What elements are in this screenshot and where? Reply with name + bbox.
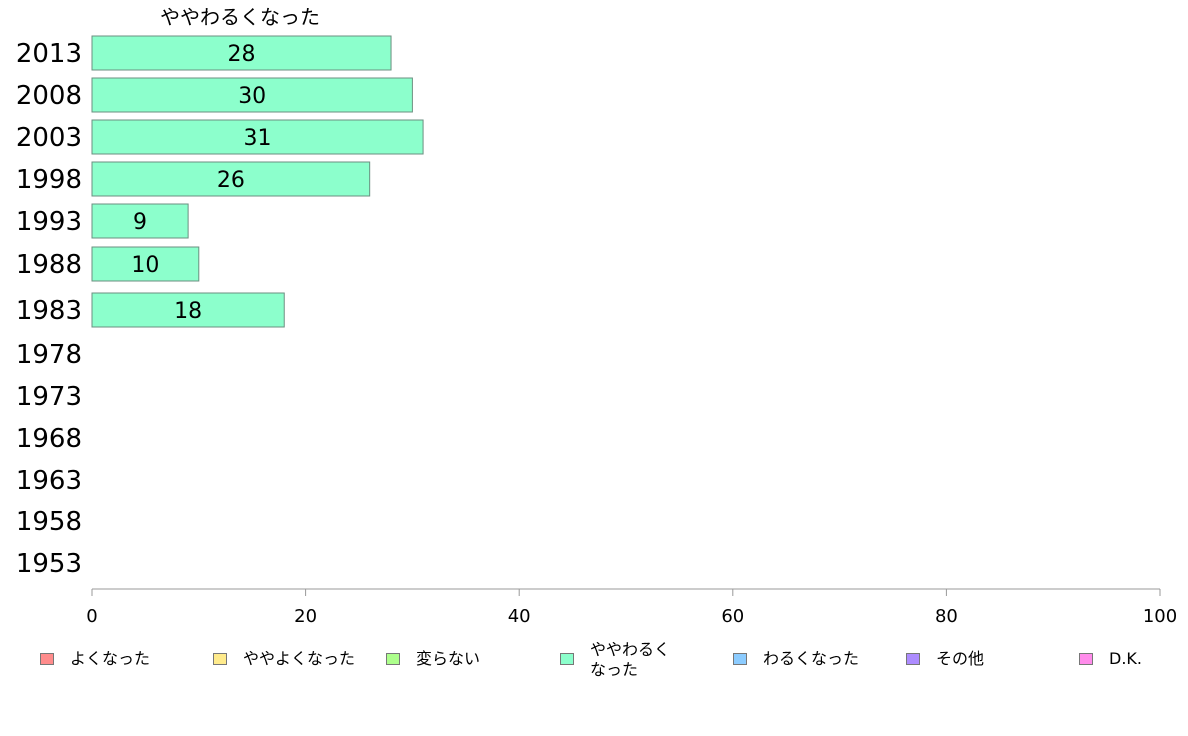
legend-item-0: よくなった [40, 640, 150, 669]
category-label-1963: 1963 [16, 466, 82, 496]
bars-group: 28 30 31 26 9 10 18 [91, 35, 424, 328]
legend-swatch [40, 653, 54, 665]
x-tick-label-60: 60 [721, 606, 744, 627]
x-tick-label-40: 40 [508, 606, 531, 627]
x-tick-label-20: 20 [294, 606, 317, 627]
legend-item-6: D.K. [1079, 640, 1142, 669]
legend-item-5: その他 [906, 640, 984, 669]
category-label-1993: 1993 [16, 207, 82, 237]
legend-label: 変らない [416, 649, 481, 668]
legend-swatch [386, 653, 400, 665]
legend-item-3: ややわるく なった [560, 640, 670, 680]
legend-swatch [733, 653, 747, 665]
category-label-1988: 1988 [16, 250, 82, 280]
legend-label: D.K. [1109, 649, 1142, 668]
legend-label: わるくなった [763, 649, 860, 668]
bar-value-label-1983: 18 [174, 299, 202, 324]
category-label-1958: 1958 [16, 507, 82, 537]
category-label-2008: 2008 [16, 81, 82, 111]
category-labels: 2013 2008 2003 1998 1993 1988 1983 1978 1973 1968… [16, 39, 82, 579]
category-label-1983: 1983 [16, 296, 82, 326]
category-label-2013: 2013 [16, 39, 82, 69]
category-label-1953: 1953 [16, 549, 82, 579]
bar-value-label-1993: 9 [133, 210, 147, 235]
legend-item-4: わるくなった [733, 640, 859, 669]
legend-swatch [906, 653, 920, 665]
bar-value-label-2013: 28 [228, 42, 256, 67]
x-axis: 0 20 40 60 80 100 [86, 588, 1177, 627]
legend-item-1: ややよくなった [213, 640, 355, 669]
bar-value-label-1988: 10 [131, 253, 159, 278]
x-tick-label-80: 80 [935, 606, 958, 627]
legend-swatch [560, 653, 574, 665]
category-label-1978: 1978 [16, 340, 82, 370]
chart-title: ややわるくなった [160, 5, 320, 29]
legend-label: その他 [936, 649, 985, 668]
legend: よくなった ややよくなった 変らない ややわるく なった わるくなった その他 D.K. [0, 640, 1188, 690]
category-label-1968: 1968 [16, 424, 82, 454]
bar-1988 [91, 246, 200, 282]
bar-1998 [91, 161, 371, 197]
bar-2008 [91, 77, 413, 113]
legend-swatch [213, 653, 227, 665]
bar-1983 [91, 292, 285, 328]
category-label-2003: 2003 [16, 123, 82, 153]
bar-2013 [91, 35, 392, 71]
legend-label: ややわるく なった [590, 640, 671, 679]
legend-label: ややよくなった [243, 649, 356, 668]
bar-2003 [91, 119, 424, 155]
category-label-1998: 1998 [16, 165, 82, 195]
bar-value-label-2003: 31 [244, 126, 272, 151]
bar-1993 [91, 203, 189, 239]
legend-swatch [1079, 653, 1093, 665]
legend-item-2: 変らない [386, 640, 480, 669]
bar-value-label-1998: 26 [217, 168, 245, 193]
x-tick-label-100: 100 [1143, 606, 1177, 627]
bar-chart: ややわるくなった 28 30 31 26 9 10 18 2013 2008 2003 1998 1… [16, 5, 1177, 627]
x-tick-label-0: 0 [86, 606, 97, 627]
category-label-1973: 1973 [16, 382, 82, 412]
legend-label: よくなった [70, 649, 151, 668]
bar-value-label-2008: 30 [238, 84, 266, 109]
